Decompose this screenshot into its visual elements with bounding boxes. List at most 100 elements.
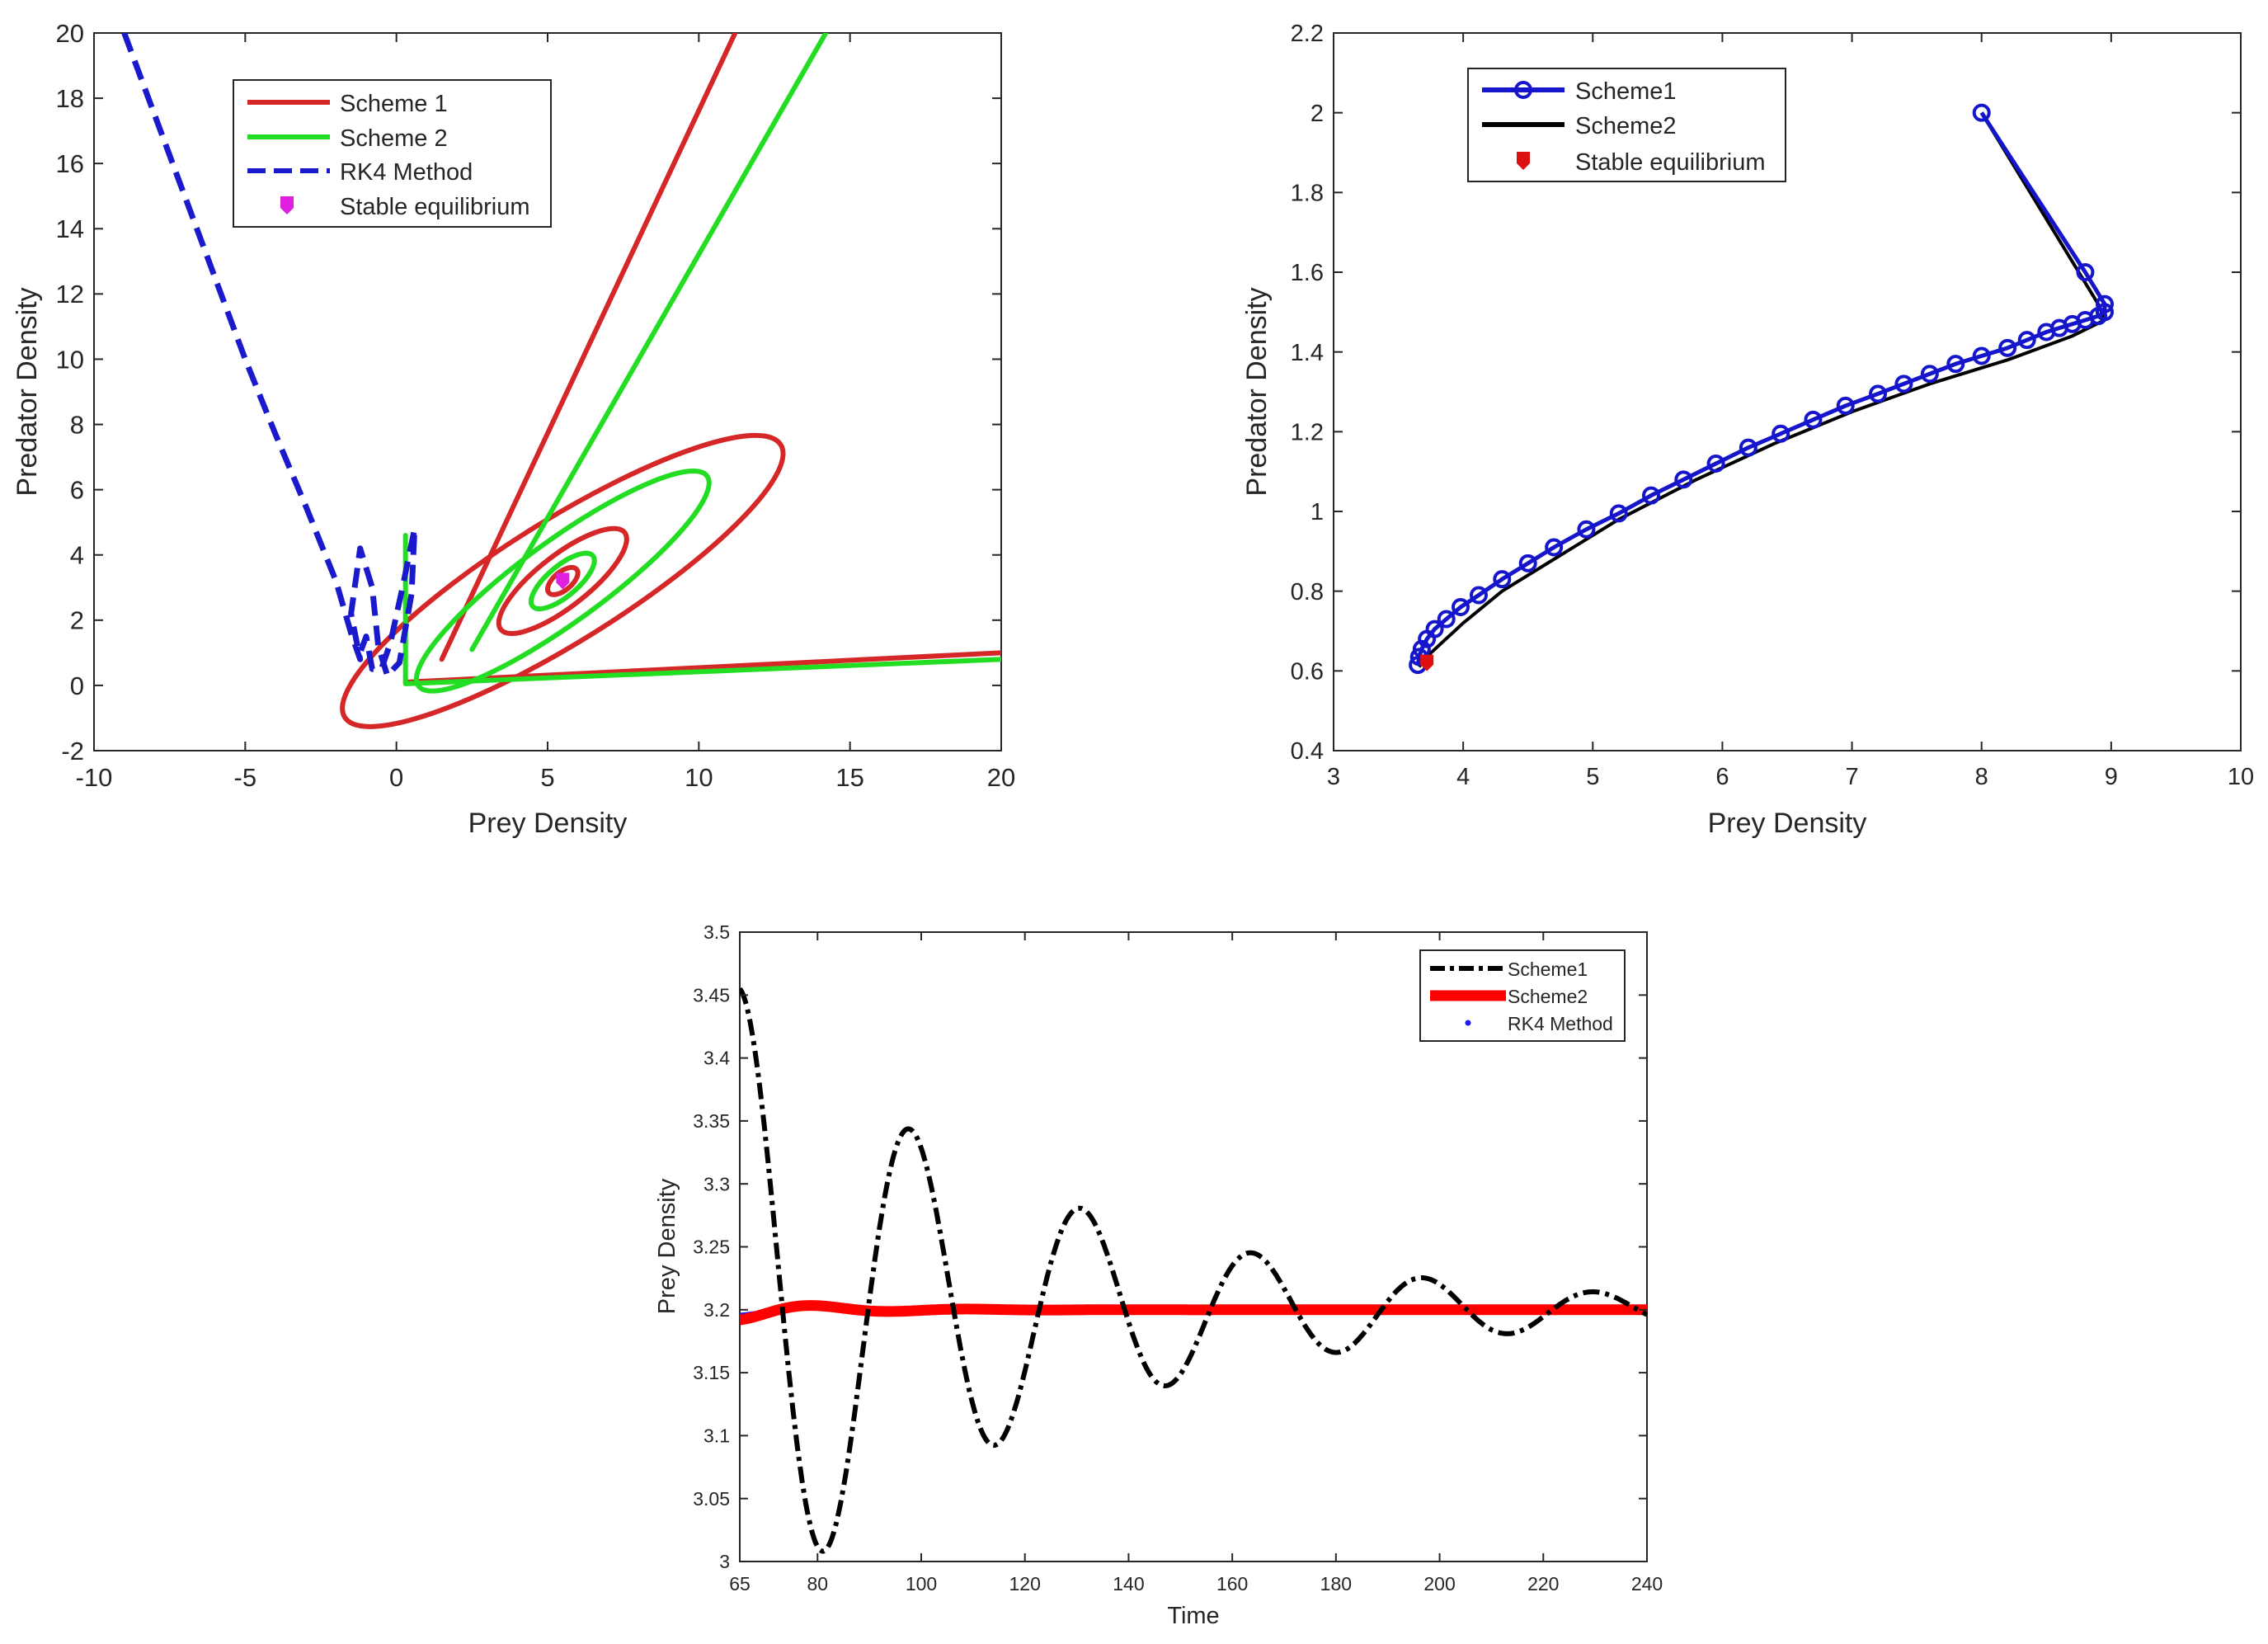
x-tick-label: 0 <box>389 763 403 792</box>
x-tick-label: 6 <box>1715 764 1729 790</box>
series-scheme1-marker <box>1972 346 1991 365</box>
legend-label-rk4: RK4 Method <box>1508 1013 1613 1034</box>
series-scheme1-marker <box>1920 365 1939 384</box>
series-scheme1-marker <box>1972 103 1991 122</box>
x-tick-label: 4 <box>1456 764 1470 790</box>
series-scheme1-line <box>1415 111 2107 666</box>
y-tick-label: 3.3 <box>703 1173 730 1194</box>
x-tick-label: 20 <box>987 763 1015 792</box>
y-axis-label: Prey Density <box>654 1178 680 1314</box>
y-tick-label: 0 <box>70 671 84 700</box>
x-tick-label: 65 <box>729 1573 751 1595</box>
chart-prey-predator-phase-1: -10 -5 0 5 10 15 20 -2 0 2 4 6 8 10 12 14 16 18 20 Prey De… <box>12 19 1015 839</box>
y-tick-label: 3 <box>719 1551 730 1572</box>
x-tick-label: 80 <box>807 1573 828 1595</box>
plot-content <box>1409 103 2114 675</box>
x-tick-label: 220 <box>1527 1573 1559 1595</box>
y-tick-label: 3.5 <box>703 921 730 943</box>
x-tick-label: 8 <box>1975 764 1988 790</box>
y-tick-label: 3.35 <box>693 1110 730 1132</box>
legend-label-scheme-2: Scheme 2 <box>340 125 448 152</box>
series-scheme1-marker <box>1739 438 1757 457</box>
series-scheme1-marker <box>1437 610 1456 629</box>
series-scheme-1-orbit <box>340 432 786 729</box>
x-tick-label: 9 <box>2105 764 2118 790</box>
y-tick-label: 0.6 <box>1291 658 1324 685</box>
legend: Scheme1 Scheme2 RK4 Method <box>1419 949 1626 1042</box>
series-scheme-2-ray <box>402 657 1001 686</box>
series-scheme1-marker <box>1804 410 1823 429</box>
x-tick-label: 7 <box>1846 764 1859 790</box>
legend-label-scheme2: Scheme2 <box>1575 113 1677 139</box>
y-tick-label: 2 <box>1310 101 1324 127</box>
y-tick-label: 6 <box>70 475 84 504</box>
series-scheme1-marker <box>1674 470 1693 489</box>
x-tick-label: 5 <box>540 763 554 792</box>
x-tick-label: 5 <box>1586 764 1599 790</box>
x-tick-label: 140 <box>1113 1573 1144 1595</box>
y-tick-label: 18 <box>56 84 84 113</box>
y-tick-label: 16 <box>56 149 84 178</box>
series-scheme1-marker <box>1609 504 1628 523</box>
y-tick-label: 4 <box>70 541 84 570</box>
axes: 65 80 100 120 140 160 180 200 220 240 3 3.05 3.1 3.15… <box>693 921 1663 1595</box>
series-scheme1-marker <box>2037 323 2056 342</box>
series-scheme-2-ray <box>469 33 829 652</box>
series-scheme1-marker <box>1418 629 1437 648</box>
y-tick-label: 10 <box>56 345 84 374</box>
plot-content <box>740 987 1647 1554</box>
series-scheme1-marker <box>1452 598 1470 616</box>
plot-content <box>121 33 1001 729</box>
x-tick-label: 3 <box>1327 764 1340 790</box>
legend-marker-scheme1 <box>1514 81 1532 99</box>
series-group <box>740 987 1647 1554</box>
series-scheme1-marker <box>1894 374 1913 393</box>
y-tick-label: 12 <box>56 280 84 309</box>
series-scheme1-marker <box>1545 538 1564 557</box>
series-scheme1-marker <box>1493 570 1512 589</box>
chart-prey-time-series: 65 80 100 120 140 160 180 200 220 240 3 3.05 3.1 3.15… <box>654 921 1663 1629</box>
equilibrium-marker <box>1420 654 1434 671</box>
y-tick-label: 3.1 <box>703 1425 730 1446</box>
series-group <box>121 33 1001 729</box>
legend: Scheme 1 Scheme 2 RK4 Method Stable equi… <box>233 79 552 228</box>
series-scheme1-marker <box>1998 338 2017 357</box>
legend-label-equilibrium: Stable equilibrium <box>340 194 530 220</box>
series-scheme1-marker <box>1577 520 1596 539</box>
x-tick-label: -10 <box>76 763 113 792</box>
y-tick-label: 3.25 <box>693 1237 730 1258</box>
y-tick-label: 2 <box>70 606 84 635</box>
y-tick-label: 3.4 <box>703 1048 730 1069</box>
series-scheme1-marker <box>1518 553 1537 572</box>
x-tick-label: 240 <box>1631 1573 1663 1595</box>
y-tick-label: 1.4 <box>1291 340 1324 366</box>
y-tick-label: 1 <box>1310 499 1324 525</box>
x-tick-label: 10 <box>2228 764 2254 790</box>
y-tick-label: 20 <box>56 19 84 48</box>
legend: Scheme1 Scheme2 Stable equilibrium <box>1467 68 1786 182</box>
y-tick-label: 3.05 <box>693 1488 730 1510</box>
series-scheme1-marker <box>1869 384 1887 403</box>
series-scheme1-marker <box>1772 424 1790 443</box>
series-scheme1-marker <box>1706 455 1725 473</box>
y-tick-label: 2.2 <box>1291 21 1324 47</box>
equilibrium-marker <box>556 572 570 590</box>
x-tick-label: 180 <box>1320 1573 1352 1595</box>
y-tick-label: 0.8 <box>1291 579 1324 605</box>
legend-marker-equilibrium <box>1517 152 1530 170</box>
series-scheme-1-orbit <box>496 525 629 636</box>
legend-label-equilibrium: Stable equilibrium <box>1575 149 1766 176</box>
legend-label-scheme1: Scheme1 <box>1508 959 1588 980</box>
y-tick-label: -2 <box>61 737 84 765</box>
x-axis-label: Prey Density <box>1708 808 1867 839</box>
x-tick-label: 100 <box>906 1573 937 1595</box>
legend-label-rk4: RK4 Method <box>340 159 473 186</box>
series-scheme1-marker <box>1642 486 1660 505</box>
x-tick-label: 10 <box>685 763 713 792</box>
legend-label-scheme2: Scheme2 <box>1508 986 1588 1007</box>
y-tick-label: 8 <box>70 410 84 439</box>
legend-label-scheme-1: Scheme 1 <box>340 91 448 117</box>
x-axis-label: Prey Density <box>468 808 628 839</box>
y-tick-label: 0.4 <box>1291 738 1324 765</box>
